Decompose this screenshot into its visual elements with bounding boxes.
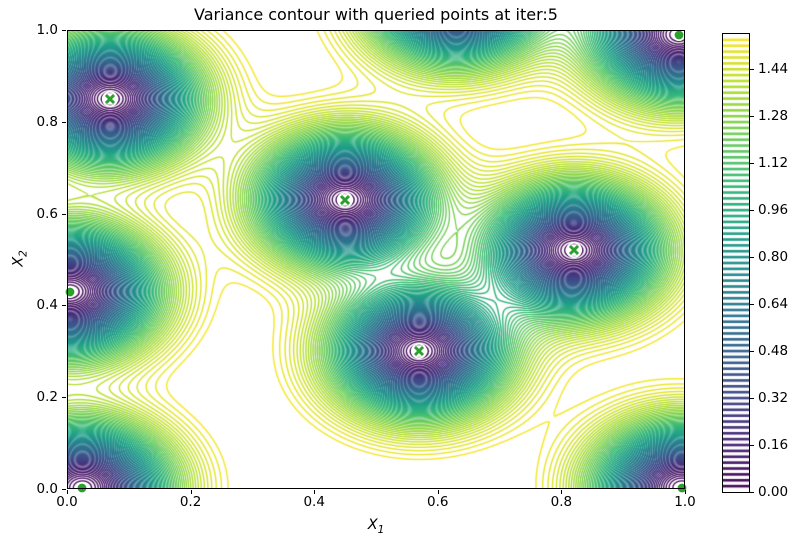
colorbar-tick-mark [750,210,754,212]
x-tick-label: 0.0 [56,494,78,510]
colorbar-tick-mark [750,116,754,118]
y-tick-label: 0.6 [36,205,58,222]
y-tick-mark [62,121,66,123]
x-tick-label: 1.0 [674,494,696,510]
chart-title: Variance contour with queried points at … [194,5,558,24]
x-tick-label: 0.8 [550,494,573,510]
y-tick-label: 0.8 [36,113,58,130]
colorbar [722,33,750,493]
colorbar-tick-mark [750,163,754,165]
y-tick-label: 0.0 [36,481,58,497]
x-tick-label: 0.6 [427,494,449,510]
colorbar-tick-label: 1.44 [758,60,789,77]
y-tick-label: 0.4 [36,297,58,314]
colorbar-tick-mark [750,492,754,493]
x-axis-label-sub: 1 [377,523,385,536]
colorbar-tick-label: 0.48 [758,342,789,359]
x-tick-mark [190,490,192,494]
x-axis-label: X1 [67,517,685,536]
colorbar-tick-label: 0.32 [758,389,789,406]
x-tick-label: 0.2 [179,494,202,510]
y-tick-mark [62,213,66,215]
y-tick-label: 0.2 [36,389,58,406]
colorbar-tick-label: 0.00 [758,483,789,500]
colorbar-tick-label: 0.96 [758,201,789,218]
colorbar-tick-label: 0.64 [758,295,789,312]
y-axis-label: X2 [11,236,30,280]
x-tick-mark [437,490,439,494]
x-axis-label-base: X [367,517,378,533]
colorbar-tick-mark [750,69,754,71]
plot-area [64,28,688,494]
y-axis-label-sub: 2 [17,250,30,257]
colorbar-tick-mark [750,398,754,400]
colorbar-tick-label: 1.28 [758,107,789,124]
colorbar-tick-mark [750,351,754,353]
y-tick-mark [62,30,66,31]
x-tick-mark [685,490,686,494]
colorbar-tick-label: 0.16 [758,436,789,453]
y-axis-label-base: X [10,256,27,267]
y-tick-mark [62,397,66,399]
x-tick-mark [314,490,316,494]
colorbar-tick-mark [750,304,754,306]
colorbar-tick-mark [750,257,754,259]
colorbar-tick-label: 0.80 [758,248,789,265]
x-tick-mark [561,490,563,494]
contour-canvas [67,30,685,489]
y-tick-mark [62,305,66,307]
y-tick-label: 1.0 [36,22,58,38]
x-tick-label: 0.4 [303,494,325,510]
x-tick-mark [67,490,68,494]
colorbar-canvas [723,34,749,492]
y-tick-mark [62,489,66,490]
colorbar-tick-label: 1.12 [758,154,789,171]
colorbar-tick-mark [750,445,754,447]
